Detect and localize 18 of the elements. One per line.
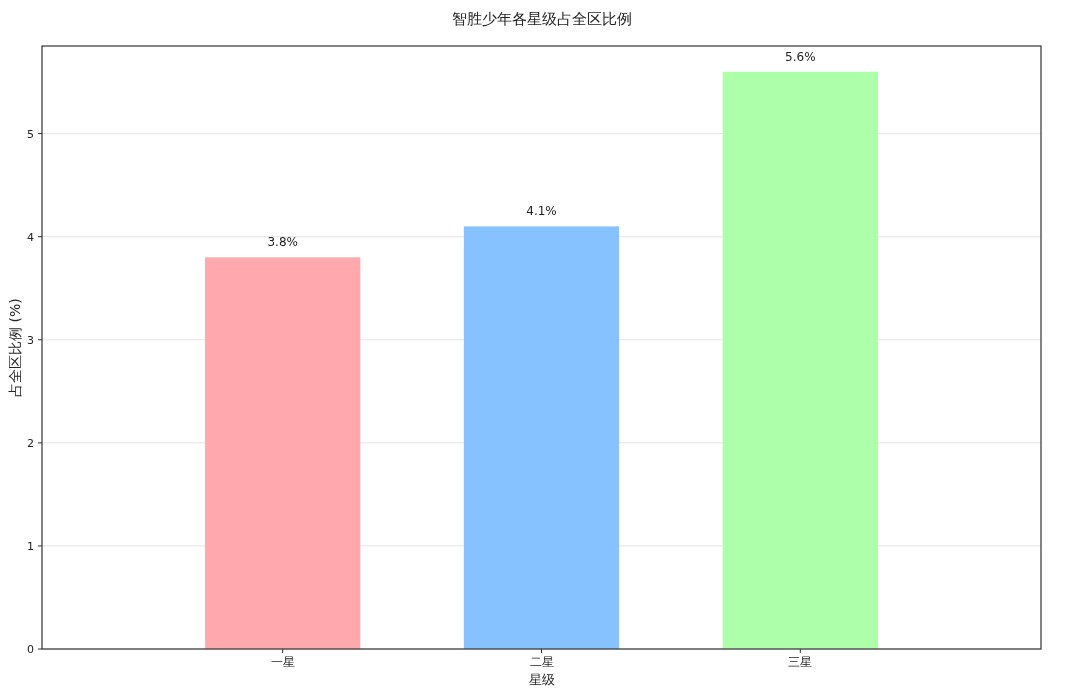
data-label: 4.1% xyxy=(526,204,557,219)
y-tick-label: 5 xyxy=(27,127,34,141)
y-tick-label: 4 xyxy=(27,230,34,244)
x-tick-label: 三星 xyxy=(788,655,813,669)
data-label: 3.8% xyxy=(267,235,298,250)
y-tick-label: 3 xyxy=(27,333,34,347)
x-tick-label: 一星 xyxy=(270,655,295,669)
y-axis-title: 占全区比例 (%) xyxy=(7,298,23,397)
x-axis-title: 星级 xyxy=(528,672,555,687)
y-tick-label: 2 xyxy=(27,436,34,450)
bar xyxy=(205,257,361,649)
data-label: 5.6% xyxy=(785,49,816,64)
y-tick-label: 0 xyxy=(27,643,34,656)
y-tick-label: 1 xyxy=(27,539,34,553)
bar xyxy=(463,226,620,649)
bar xyxy=(722,71,878,649)
x-tick-label: 二星 xyxy=(529,655,554,669)
chart-title: 智胜少年各星级占全区比例 xyxy=(451,10,632,28)
